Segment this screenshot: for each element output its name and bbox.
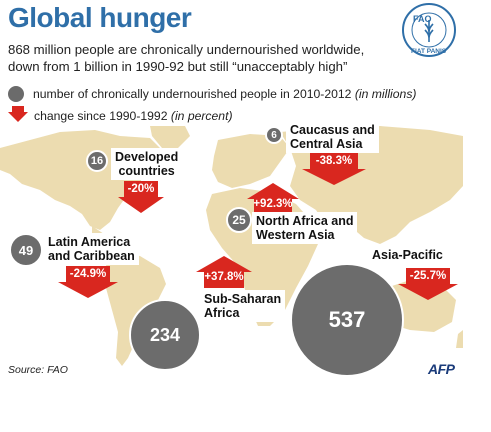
developed-people-circle: 16 <box>86 150 108 172</box>
subtitle-line-2: down from 1 billion in 1990-92 but still… <box>8 59 348 74</box>
logo-letters: FAO <box>413 14 432 24</box>
logo-motto: FIAT PANIS <box>411 48 447 55</box>
afp-logo: AFP <box>428 361 455 377</box>
legend-circle-unit: (in millions) <box>354 87 417 101</box>
new-zealand-shape <box>456 330 463 348</box>
source-note: Source: FAO <box>8 364 68 376</box>
nafrica-people-circle: 25 <box>226 207 252 233</box>
latam-name-2: and Caribbean <box>48 249 135 263</box>
latam-change-value: -24.9% <box>69 268 107 280</box>
caucasus-people-circle: 6 <box>265 126 283 144</box>
developed-label: Developed countries <box>111 148 183 180</box>
legend-circle-text: number of chronically undernourished peo… <box>33 87 352 101</box>
nafrica-change-value: +92.3% <box>253 198 293 210</box>
ssafrica-people-circle: 234 <box>129 299 201 371</box>
latam-label: Latin America and Caribbean <box>44 233 139 265</box>
nafrica-change-arrow: +92.3% <box>247 183 299 215</box>
south-america-shape <box>104 252 166 366</box>
legend-arrow-unit: (in percent) <box>170 108 233 123</box>
legend-arrow-icon <box>8 106 28 125</box>
subtitle: 868 million people are chronically under… <box>8 41 408 75</box>
page-title: Global hunger <box>8 2 192 33</box>
north-america-shape <box>0 130 162 230</box>
ssafrica-change-value: +37.8% <box>204 271 244 283</box>
caucasus-name-1: Caucasus and <box>290 123 375 137</box>
latam-change-arrow: -24.9% <box>58 266 118 298</box>
infographic: Global hunger 868 million people are chr… <box>0 2 463 377</box>
ssafrica-label: Sub-Saharan Africa <box>200 290 286 322</box>
europe-shape <box>212 134 290 188</box>
nafrica-name-1: North Africa and <box>256 214 354 228</box>
asiapac-name-1: Asia-Pacific <box>372 248 443 262</box>
asiapac-change-value: -25.7% <box>409 270 447 282</box>
asiapac-change-arrow: -25.7% <box>398 268 458 300</box>
fao-emblem-icon: FAO FIAT PANIS <box>402 3 456 57</box>
developed-change-arrow: -20% <box>118 181 164 213</box>
fao-logo: FAO FIAT PANIS <box>401 2 457 58</box>
nafrica-label: North Africa and Western Asia <box>252 212 358 244</box>
caucasus-name-2: Central Asia <box>290 137 363 151</box>
legend-circle-row: number of chronically undernourished peo… <box>8 86 416 102</box>
developed-name-1: Developed <box>115 150 179 164</box>
legend-circle-icon <box>8 86 24 102</box>
latam-name-1: Latin America <box>48 235 131 249</box>
caucasus-change-value: -38.3% <box>315 155 353 167</box>
greenland-shape <box>150 126 190 148</box>
ssafrica-name-1: Sub-Saharan <box>204 292 282 306</box>
nafrica-name-2: Western Asia <box>256 228 335 242</box>
developed-name-2: countries <box>118 164 175 178</box>
ssafrica-change-arrow: +37.8% <box>196 256 252 288</box>
asiapac-people-circle: 537 <box>290 263 404 377</box>
subtitle-line-1: 868 million people are chronically under… <box>8 42 365 57</box>
ssafrica-name-2: Africa <box>204 306 240 320</box>
developed-change-value: -20% <box>127 183 155 195</box>
latam-people-circle: 49 <box>9 233 43 267</box>
caucasus-change-arrow: -38.3% <box>302 153 366 185</box>
legend-arrow-row: change since 1990-1992 (in percent) <box>8 106 233 125</box>
asiapac-label: Asia-Pacific <box>368 246 447 264</box>
caucasus-label: Caucasus and Central Asia <box>286 121 379 153</box>
legend-arrow-text: change since 1990-1992 <box>34 108 168 123</box>
